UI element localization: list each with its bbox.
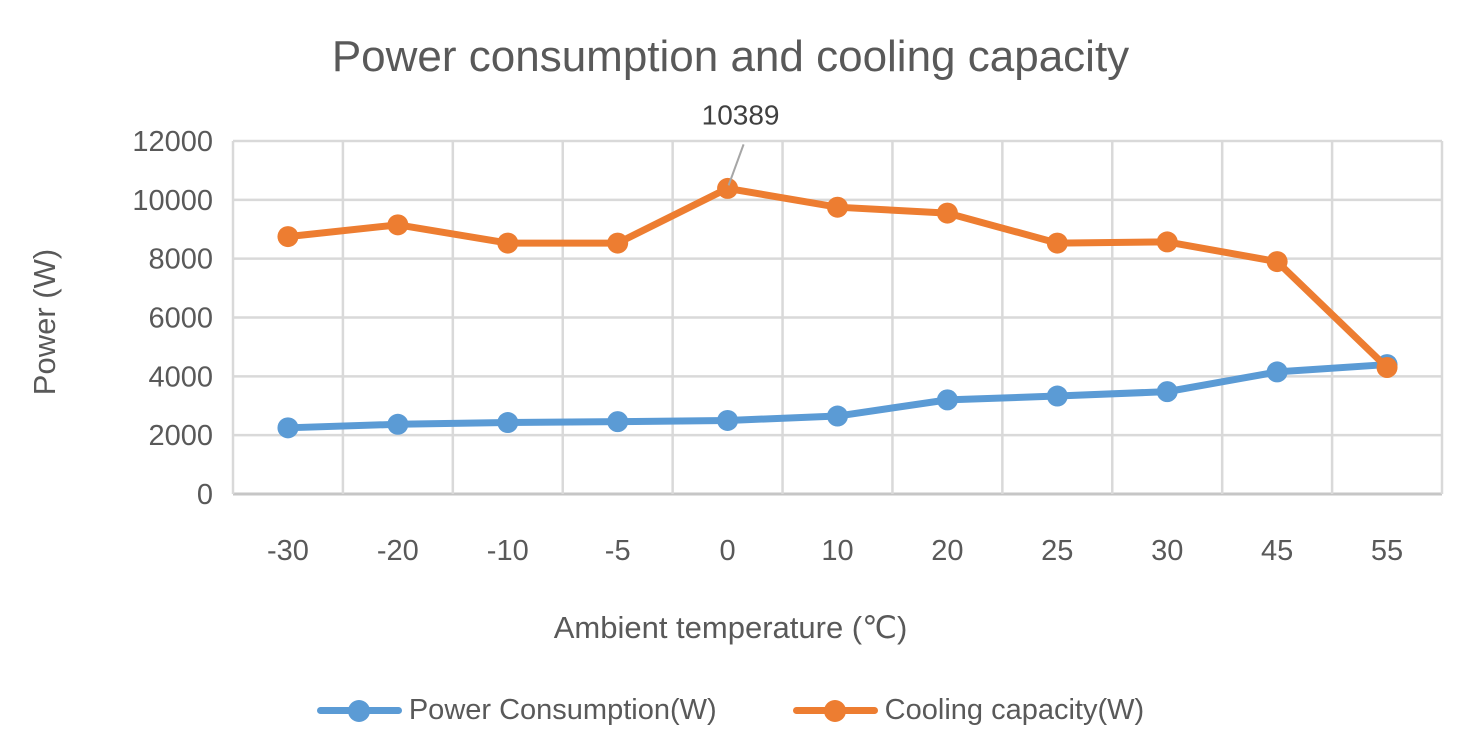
y-axis-tick-label: 2000 [148,420,213,452]
data-point-marker [1046,385,1068,407]
data-point-marker [277,417,299,439]
data-point-marker [387,214,409,236]
x-axis-tick-label: 10 [821,535,853,567]
data-point-marker [1266,361,1288,383]
x-axis-tick-label: 55 [1371,535,1403,567]
data-point-marker [1266,251,1288,273]
y-axis-tick-label: 6000 [148,303,213,335]
data-label: 10389 [702,99,780,130]
data-point-marker [1156,381,1178,403]
data-point-marker [1376,357,1398,379]
x-axis-tick-label: -5 [605,535,631,567]
data-point-marker [607,232,629,254]
x-axis-tick-label: 0 [720,535,736,567]
x-axis-tick-label: -10 [487,535,529,567]
y-axis-tick-label: 4000 [148,361,213,393]
legend-item-power-consumption: Power Consumption(W) [316,694,717,727]
data-label-leader-line [727,144,745,186]
legend-item-cooling-capacity: Cooling capacity(W) [792,694,1145,727]
x-axis-tick-label: 45 [1261,535,1293,567]
data-point-marker [497,412,519,434]
x-axis-tick-label: 30 [1151,535,1183,567]
data-point-marker [497,232,519,254]
legend-label: Power Consumption(W) [408,694,717,726]
y-axis-tick-label: 12000 [132,126,213,158]
x-axis-title: Ambient temperature (℃) [553,610,908,645]
legend-line-marker-icon [316,699,402,723]
data-point-marker [607,411,629,433]
x-axis-tick-label: -30 [267,535,309,567]
data-point-marker [827,405,848,427]
y-axis-tick-label: 8000 [148,244,213,276]
data-point-marker [717,409,739,431]
x-axis-tick-label: 20 [931,535,963,567]
chart-title: Power consumption and cooling capacity [331,32,1130,81]
x-axis-tick-label: 25 [1041,535,1073,567]
legend-label: Cooling capacity(W) [884,694,1145,726]
x-axis-tick-label: -20 [377,535,419,567]
data-point-marker [936,389,958,411]
data-point-marker [277,226,299,248]
data-point-marker [387,413,409,435]
y-axis-tick-label: 10000 [132,185,213,217]
legend-line-marker-icon [792,699,878,723]
data-point-marker [827,196,848,218]
legend: Power Consumption(W) Cooling capacity(W) [0,694,1461,727]
y-axis-title: Power (W) [27,248,62,396]
data-point-marker [936,202,958,224]
data-point-marker [717,177,739,199]
data-point-marker [1046,232,1068,254]
data-point-marker [1156,231,1178,253]
y-axis-tick-label: 0 [197,479,213,511]
